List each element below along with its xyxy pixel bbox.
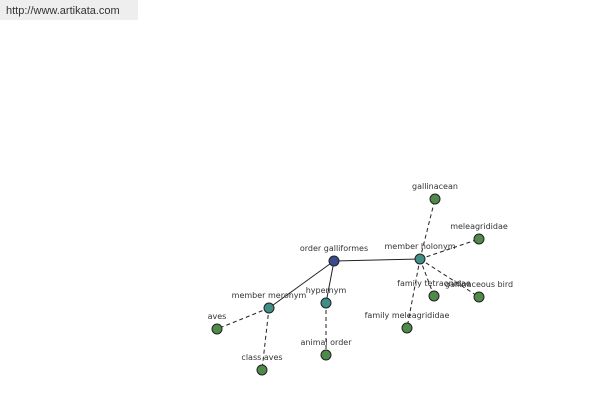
node[interactable] (256, 364, 268, 376)
node[interactable] (211, 323, 223, 335)
node-label: hypernym (306, 286, 347, 295)
dashed-edge (261, 307, 270, 371)
node[interactable] (429, 193, 441, 205)
node-label: family meleagrididae (365, 311, 450, 320)
dashed-edge (419, 238, 480, 260)
node[interactable] (473, 291, 485, 303)
node-label: member holonym (384, 242, 455, 251)
node-label: class aves (241, 353, 282, 362)
node[interactable] (428, 290, 440, 302)
dashed-edge (419, 258, 480, 298)
dashed-edge (406, 258, 421, 329)
node[interactable] (414, 253, 426, 265)
dashed-edge (419, 258, 435, 297)
node-label: aves (208, 312, 227, 321)
dashed-edge (216, 307, 270, 330)
edge (325, 260, 335, 304)
node[interactable] (328, 255, 340, 267)
node[interactable] (263, 302, 275, 314)
node[interactable] (320, 297, 332, 309)
dashed-edge (419, 198, 436, 260)
node-label: gallinaceous bird (445, 280, 513, 289)
node[interactable] (320, 349, 332, 361)
node-label: animal order (301, 338, 353, 347)
node[interactable] (401, 322, 413, 334)
node-label: order galliformes (300, 244, 368, 253)
site-url[interactable]: http://www.artikata.com (0, 0, 138, 20)
node-label: gallinacean (412, 182, 458, 191)
edge (333, 258, 421, 262)
node-label: family tetraonidae (397, 279, 471, 288)
edge (268, 260, 335, 309)
node-label: member meronym (232, 291, 307, 300)
node[interactable] (473, 233, 485, 245)
node-label: meleagrididae (450, 222, 508, 231)
